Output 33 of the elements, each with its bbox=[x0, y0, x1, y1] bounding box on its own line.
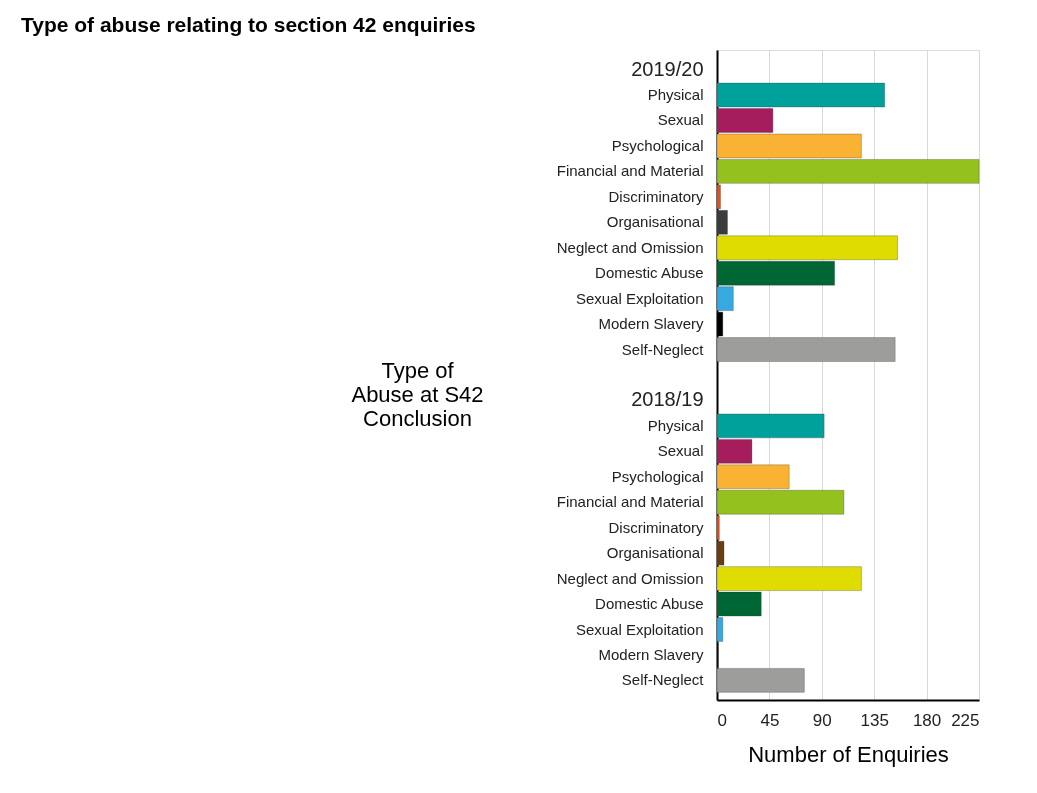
y-tick-label: 2019/20 bbox=[631, 57, 704, 80]
x-tick-label: 180 bbox=[912, 710, 942, 730]
y-tick-label: Physical bbox=[647, 86, 704, 104]
y-tick-label: Psychological bbox=[611, 136, 704, 154]
y-tick-label: Organisational bbox=[606, 544, 704, 562]
y-tick-label: Sexual bbox=[657, 442, 704, 460]
y-tick-label: Discriminatory bbox=[608, 518, 704, 536]
y-tick-label: 2018/19 bbox=[631, 388, 704, 411]
y-tick-label: Psychological bbox=[611, 467, 704, 485]
y-tick-label: Organisational bbox=[606, 213, 704, 231]
x-axis-title: Number of Enquiries bbox=[748, 741, 949, 767]
x-tick-label: 90 bbox=[812, 710, 832, 730]
y-tick-label: Sexual bbox=[657, 111, 704, 129]
y-tick-label: Sexual Exploitation bbox=[575, 289, 704, 307]
y-axis-title: Type of Abuse at S42 Conclusion bbox=[351, 357, 484, 431]
y-tick-label: Physical bbox=[647, 416, 704, 434]
x-tick-label: 135 bbox=[860, 710, 889, 730]
text: Type of abuse relating to section 42 enquiries bbox=[20, 13, 476, 36]
y-tick-label: Modern Slavery bbox=[598, 315, 704, 333]
y-tick-label: Domestic Abuse bbox=[595, 264, 704, 282]
y-tick-label: Financial and Material bbox=[556, 162, 704, 180]
y-tick-label: Domestic Abuse bbox=[595, 595, 704, 613]
x-tick-label: 225 bbox=[951, 710, 980, 730]
y-tick-label: Self-Neglect bbox=[621, 340, 705, 358]
y-tick-label: Neglect and Omission bbox=[556, 569, 704, 587]
y-tick-label: Neglect and Omission bbox=[556, 238, 704, 256]
y-tick-label: Self-Neglect bbox=[621, 671, 705, 689]
y-tick-label: Financial and Material bbox=[556, 493, 704, 511]
x-tick-label: 0 bbox=[717, 710, 727, 730]
y-tick-label: Sexual Exploitation bbox=[575, 620, 704, 638]
x-tick-label: 45 bbox=[760, 710, 780, 730]
y-tick-label: Discriminatory bbox=[608, 187, 704, 205]
y-tick-label: Modern Slavery bbox=[598, 645, 704, 663]
